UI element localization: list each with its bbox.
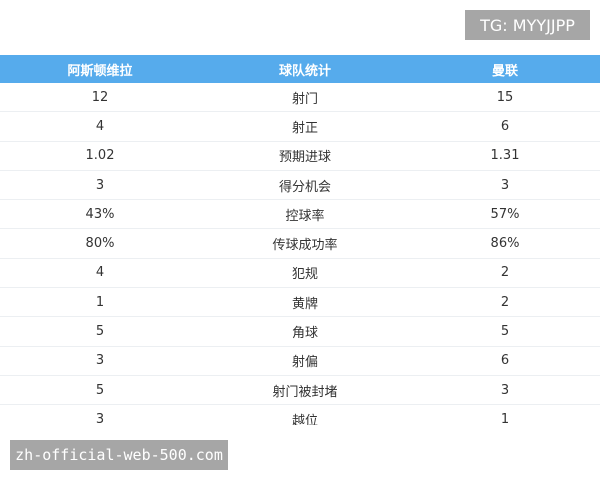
table-row: 1 黄牌 2	[0, 288, 600, 318]
table-row: 3 越位 1	[0, 405, 600, 425]
away-value: 2	[500, 265, 510, 281]
home-value: 3	[95, 353, 105, 369]
watermark-top: TG: MYYJJPP	[465, 10, 590, 40]
stat-name: 犯规	[291, 267, 318, 283]
table-row: 4 犯规 2	[0, 259, 600, 289]
header-home-team: 阿斯顿维拉	[67, 63, 133, 79]
away-value: 15	[496, 89, 514, 105]
table-header: 阿斯顿维拉 球队统计 曼联	[0, 55, 600, 83]
table-row: 1.02 预期进球 1.31	[0, 142, 600, 171]
table-row: 43% 控球率 57%	[0, 200, 600, 230]
watermark-bottom: zh-official-web-500.com	[10, 440, 228, 470]
table-row: 80% 传球成功率 86%	[0, 229, 600, 259]
table-row: 12 射门 15	[0, 83, 600, 113]
stat-name: 越位	[291, 413, 318, 425]
home-value: 5	[95, 382, 105, 398]
stat-name: 预期进球	[278, 150, 331, 166]
away-value: 2	[500, 294, 510, 310]
home-value: 80%	[85, 236, 115, 252]
stat-name: 射偏	[291, 355, 318, 371]
away-value: 1.31	[490, 148, 520, 164]
header-stat: 球队统计	[278, 63, 331, 79]
stat-name: 射正	[291, 120, 318, 136]
table-row: 3 射偏 6	[0, 347, 600, 376]
stat-name: 黄牌	[291, 296, 318, 312]
home-value: 12	[91, 89, 109, 105]
team-stats-table: 阿斯顿维拉 球队统计 曼联 12 射门 15 4 射正 6 1.02 预期进球 1.31 3 得分机…	[0, 55, 600, 425]
stat-name: 角球	[291, 326, 318, 342]
away-value: 3	[500, 382, 510, 398]
away-value: 5	[500, 324, 510, 340]
table-row: 5 射门被封堵 3	[0, 376, 600, 406]
away-value: 57%	[490, 206, 520, 222]
stat-name: 得分机会	[278, 179, 331, 195]
home-value: 4	[95, 118, 105, 134]
away-value: 1	[500, 411, 510, 425]
home-value: 1.02	[85, 148, 115, 164]
away-value: 6	[500, 353, 510, 369]
table-row: 3 得分机会 3	[0, 171, 600, 201]
home-value: 3	[95, 177, 105, 193]
stat-name: 传球成功率	[272, 238, 338, 254]
table-row: 4 射正 6	[0, 112, 600, 142]
home-value: 4	[95, 265, 105, 281]
away-value: 3	[500, 177, 510, 193]
home-value: 3	[95, 411, 105, 425]
away-value: 86%	[490, 236, 520, 252]
home-value: 5	[95, 324, 105, 340]
home-value: 43%	[85, 206, 115, 222]
away-value: 6	[500, 118, 510, 134]
stat-name: 射门	[291, 91, 318, 107]
home-value: 1	[95, 294, 105, 310]
header-away-team: 曼联	[491, 63, 518, 79]
table-row: 5 角球 5	[0, 317, 600, 347]
stat-name: 控球率	[285, 208, 325, 224]
stat-name: 射门被封堵	[272, 384, 338, 400]
